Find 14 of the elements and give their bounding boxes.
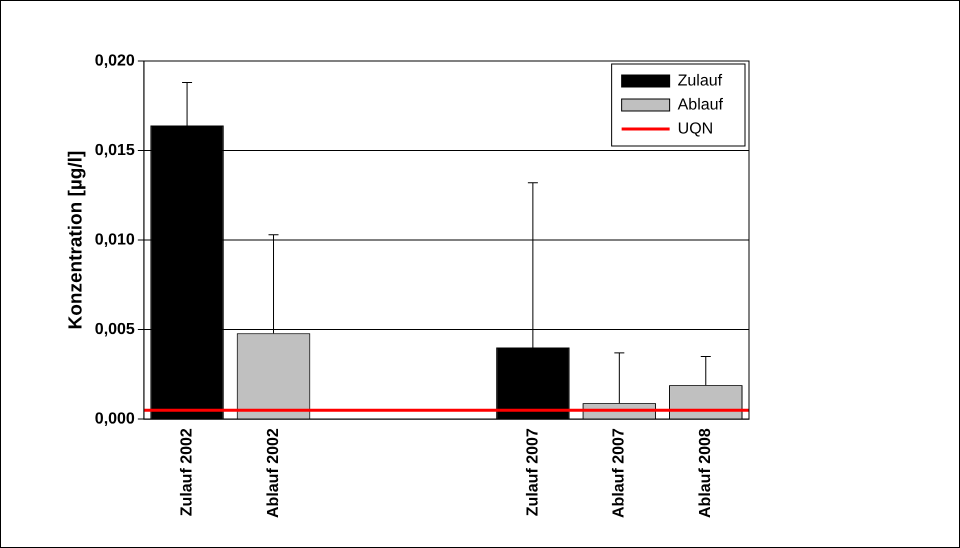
y-tick-label: 0,015 xyxy=(94,142,135,159)
y-tick-label: 0,000 xyxy=(94,410,135,428)
y-tick-label: 0,020 xyxy=(94,52,135,70)
x-tick-label: Ablauf 2007 xyxy=(610,428,628,518)
y-tick-label: 0,005 xyxy=(94,321,135,338)
legend-label: Zulauf xyxy=(678,72,723,90)
legend-label: UQN xyxy=(678,120,714,138)
y-axis-title: Konzentration [µg/l] xyxy=(66,150,87,330)
x-tick-label: Ablauf 2008 xyxy=(697,428,714,518)
legend-label: Ablauf xyxy=(678,96,724,114)
y-tick-label: 0,010 xyxy=(94,232,135,248)
x-tick-label: Ablauf 2002 xyxy=(264,428,282,518)
x-tick-label: Zulauf 2002 xyxy=(178,428,196,516)
x-tick-label: Zulauf 2007 xyxy=(524,428,542,516)
